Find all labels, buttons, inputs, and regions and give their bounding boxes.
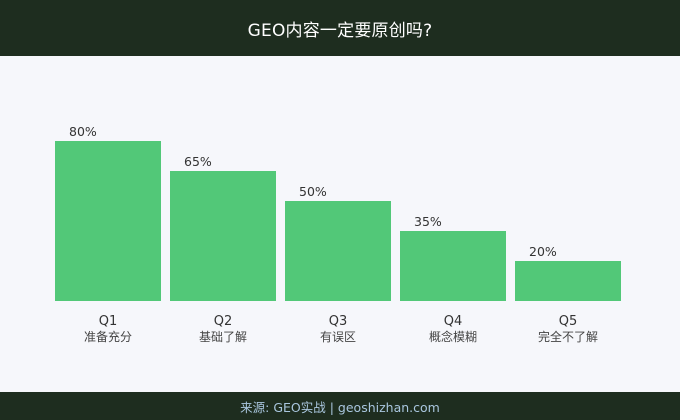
bar-q3 — [285, 201, 391, 301]
header-bar: GEO内容一定要原创吗? — [0, 0, 680, 56]
category-label-q5: Q5 — [559, 314, 578, 329]
category-label-q1: Q1 — [99, 314, 118, 329]
category-label-q3: Q3 — [329, 314, 348, 329]
chart-title: GEO内容一定要原创吗? — [247, 20, 433, 41]
value-label-q2: 65% — [184, 154, 212, 169]
category-sublabel-q1: 准备充分 — [84, 329, 132, 344]
value-label-q4: 35% — [414, 214, 442, 229]
category-sublabel-q5: 完全不了解 — [538, 329, 598, 344]
value-label-q1: 80% — [69, 124, 97, 139]
source-credit: 来源: GEO实战 | geoshizhan.com — [240, 399, 440, 415]
category-sublabel-q2: 基础了解 — [199, 330, 247, 344]
chart-area: 80% Q1 准备充分 65% Q2 基础了解 50% Q3 有误区 35% Q4 概念模糊 20% Q5… — [0, 56, 680, 392]
bar-q1 — [55, 141, 161, 301]
bar-q4 — [400, 231, 506, 301]
category-sublabel-q4: 概念模糊 — [429, 329, 477, 344]
bar-q5 — [515, 261, 621, 301]
value-label-q5: 20% — [529, 244, 557, 259]
category-sublabel-q3: 有误区 — [320, 330, 356, 344]
category-label-q4: Q4 — [444, 314, 463, 329]
footer-bar: 来源: GEO实战 | geoshizhan.com — [0, 392, 680, 420]
value-label-q3: 50% — [299, 184, 327, 199]
category-label-q2: Q2 — [214, 314, 233, 329]
bar-q2 — [170, 171, 276, 301]
